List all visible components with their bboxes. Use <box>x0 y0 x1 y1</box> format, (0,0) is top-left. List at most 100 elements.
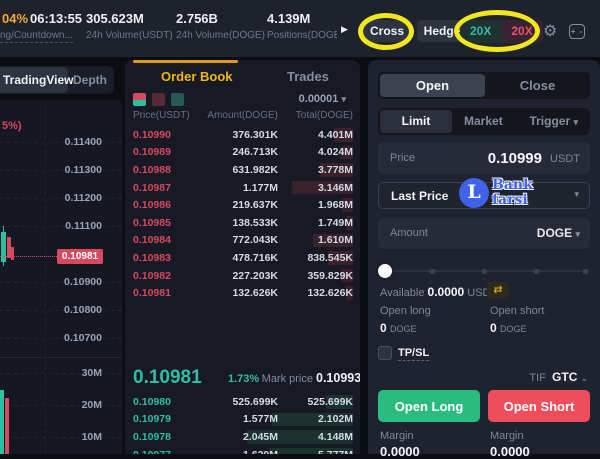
tab-order-book[interactable]: Order Book <box>161 69 233 84</box>
order-book-headers: Price(USDT) Amount(DOGE) Total(DOGE) <box>133 110 353 121</box>
tab-trigger[interactable]: Trigger ▾ <box>529 114 578 128</box>
depth-bar <box>342 198 353 212</box>
tab-limit[interactable]: Limit <box>380 110 452 133</box>
axis-tick-label: 0.11300 <box>64 164 102 176</box>
axis-tick-label: 0.10800 <box>64 304 102 316</box>
gear-icon[interactable]: ⚙ <box>543 23 558 40</box>
funding-countdown-label: ng/Countdown... <box>0 30 73 43</box>
price-label: Price <box>390 152 416 164</box>
margin-short-label: Margin <box>490 430 524 442</box>
axis-tick-label: 0.11400 <box>64 136 102 148</box>
last-price-row[interactable]: 0.10981 1.73% Mark price 0.10993 <box>125 363 360 393</box>
depth-bar <box>269 447 353 454</box>
amount-unit-dropdown[interactable]: DOGE ▾ <box>536 226 580 240</box>
ask-row[interactable]: 0.10986 219.637K 1.968M <box>133 198 353 212</box>
tpsl-checkbox[interactable] <box>378 346 392 360</box>
open-short-button[interactable]: Open Short <box>488 390 590 422</box>
bid-row[interactable]: 0.10980 525.699K 525.699K <box>133 395 353 409</box>
watermark-logo: L <box>459 178 489 208</box>
ask-row[interactable]: 0.10988 631.982K 3.778M <box>133 163 353 177</box>
volume-bar-green <box>0 390 4 454</box>
ask-row[interactable]: 0.10985 138.533K 1.749M <box>133 215 353 230</box>
chevron-down-icon: ▾ <box>575 229 580 239</box>
depth-bar <box>320 163 353 177</box>
last-price-tag: 0.10981 <box>57 249 103 264</box>
expand-stats-icon[interactable]: ▶ <box>341 24 348 34</box>
precision-selector[interactable]: 0.00001 ▾ <box>298 93 346 105</box>
price-chart[interactable]: 5%) 0.11400 0.11300 0.11200 0.11100 0.10900 0… <box>0 100 122 454</box>
transfer-icon[interactable]: ⇄ <box>487 282 509 299</box>
watermark-text-2: farsi <box>492 192 528 208</box>
price-value: 0.10999 <box>487 150 542 167</box>
axis-tick-label: 0.11100 <box>65 220 102 232</box>
tab-tradingview[interactable]: TradingView <box>0 67 73 93</box>
amount-slider[interactable] <box>378 264 588 278</box>
tab-close[interactable]: Close <box>519 78 556 93</box>
axis-tick-label: 0.11200 <box>64 192 102 204</box>
volume-doge-label: 24h Volume(DOGE) <box>176 30 265 41</box>
depth-bar <box>272 412 353 427</box>
amount-field[interactable]: Amount DOGE ▾ <box>378 218 590 249</box>
mark-price-label: Mark price <box>261 373 313 385</box>
amount-label: Amount <box>390 227 428 239</box>
ask-row[interactable]: 0.10987 1.177M 3.146M <box>133 180 353 195</box>
axis-tick-label: 20M <box>81 399 102 411</box>
positions-value: 4.139M <box>267 11 311 26</box>
bids-list: 0.10980 525.699K 525.699K 0.10979 1.577M 2.10… <box>125 393 360 454</box>
volume-doge-value: 2.756B <box>176 11 218 26</box>
ask-row[interactable]: 0.10990 376.301K 4.401M <box>133 128 353 142</box>
axis-tick-label: 10M <box>81 431 102 443</box>
depth-bar <box>292 180 353 195</box>
slider-handle[interactable] <box>378 264 392 278</box>
ask-row[interactable]: 0.10982 227.203K 359.829K <box>133 268 353 283</box>
price-field[interactable]: Price 0.10999 USDT <box>378 142 590 174</box>
price-mode-value: Last Price <box>391 189 449 203</box>
open-long-button[interactable]: Open Long <box>378 390 480 422</box>
book-view-bids-icon[interactable] <box>171 93 184 106</box>
tif-selector[interactable]: TIF GTC ⌄ <box>529 370 588 384</box>
volume-usdt-label: 24h Volume(USDT) <box>86 30 173 41</box>
open-long-max: 0 DOGE <box>380 321 417 335</box>
depth-bar <box>326 395 353 409</box>
bid-row[interactable]: 0.109771.629M5.777M <box>125 446 360 454</box>
depth-bar <box>247 430 353 444</box>
last-price-line <box>0 256 103 257</box>
tpsl-label: TP/SL <box>398 347 430 361</box>
ask-row[interactable]: 0.10989 246.713K 4.024M <box>133 145 353 160</box>
axis-tick-label: 30M <box>81 367 102 379</box>
funding-countdown: 06:13:55 <box>30 11 83 26</box>
bid-row[interactable]: 0.10978 2.045M 4.148M <box>133 430 353 444</box>
watermark-text-1: Bank <box>492 177 533 193</box>
depth-bar <box>334 128 353 142</box>
tab-open[interactable]: Open <box>380 74 485 97</box>
ask-row[interactable]: 0.10981 132.626K 132.626K <box>133 286 353 300</box>
candle-green <box>1 232 6 262</box>
highlight-ellipse-cross <box>358 13 414 50</box>
available-balance: Available 0.0000 USDT <box>380 285 498 299</box>
asks-list: 0.10990 376.301K 4.401M 0.10989 246.713K 4.02… <box>125 126 360 302</box>
candle-red-small <box>11 247 14 260</box>
candle-red <box>7 237 11 258</box>
depth-bar <box>346 215 353 230</box>
margin-long-label: Margin <box>380 430 414 442</box>
ask-row[interactable]: 0.10984 772.043K 1.610M <box>133 233 353 248</box>
mark-price-value: 0.10993 <box>316 371 360 385</box>
book-view-both-icon[interactable] <box>133 93 146 106</box>
tab-depth[interactable]: Depth <box>73 73 107 87</box>
available-value: 0.0000 <box>427 285 465 299</box>
axis-tick-label: 0.10900 <box>64 276 102 288</box>
bid-row[interactable]: 0.10979 1.577M 2.102M <box>133 412 353 427</box>
funding-rate-value: 04% <box>2 11 29 26</box>
margin-short-value: 0.0000 <box>490 444 530 459</box>
tab-trades[interactable]: Trades <box>287 69 329 84</box>
calculator-icon[interactable]: + - <box>569 24 585 39</box>
chevron-down-icon: ▾ <box>341 94 346 104</box>
chevron-down-icon: ⌄ <box>580 373 588 383</box>
last-price: 0.10981 <box>133 367 202 388</box>
tab-market[interactable]: Market <box>464 114 503 128</box>
positions-label: Positions(DOGE <box>267 30 337 41</box>
depth-bar <box>340 145 353 160</box>
ask-row[interactable]: 0.10983 478.716K 838.545K <box>133 251 353 265</box>
book-view-asks-icon[interactable] <box>152 93 165 106</box>
price-unit: USDT <box>550 153 580 165</box>
